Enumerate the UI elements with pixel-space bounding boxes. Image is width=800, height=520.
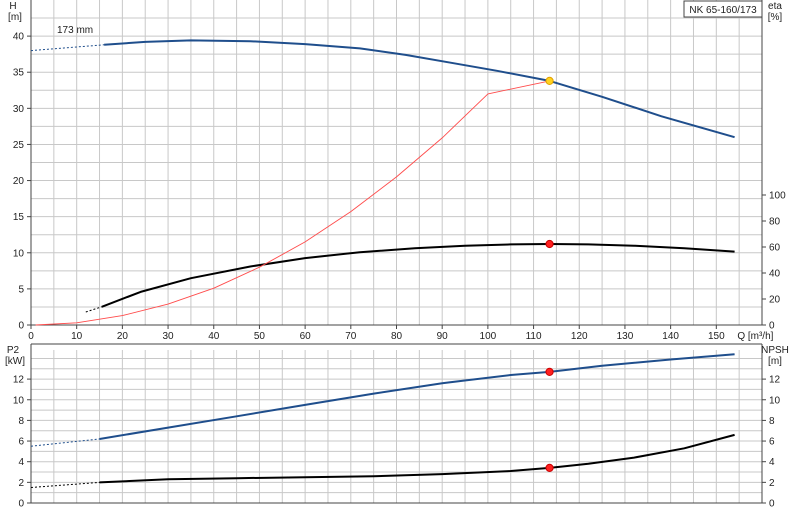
right-axis-unit: [%] (768, 12, 783, 23)
title-box (683, 0, 763, 18)
left-tick-label: 15 (13, 212, 25, 223)
left-tick-label: 10 (13, 395, 25, 406)
right-tick-label: 80 (769, 217, 781, 228)
impeller-diameter-label: 173 mm (57, 25, 93, 36)
x-tick-label: 50 (254, 331, 266, 342)
x-tick-label: 140 (662, 331, 679, 342)
right-tick-label: 12 (769, 375, 781, 386)
left-axis-unit: [kW] (5, 356, 25, 367)
npsh-curve (99, 433, 735, 484)
right-tick-label: 4 (769, 457, 775, 468)
duty-point-marker (545, 463, 554, 472)
x-tick-label: 110 (526, 331, 542, 342)
x-tick-label: 40 (208, 331, 220, 342)
duty-point-marker (545, 76, 554, 85)
right-axis-unit: [m] (768, 356, 782, 367)
power-curve (99, 353, 735, 440)
lower-series (30, 353, 735, 488)
right-tick-label: 10 (769, 395, 781, 406)
right-tick-label: 6 (769, 437, 775, 448)
system-curve-curve (35, 80, 550, 326)
x-tick-label: 30 (163, 331, 175, 342)
left-tick-label: 20 (13, 176, 25, 187)
duty-point-marker (545, 367, 554, 376)
left-tick-label: 35 (13, 68, 25, 79)
right-tick-label: 2 (769, 478, 775, 489)
npsh-extrapolation (30, 481, 100, 488)
right-tick-label: 100 (769, 191, 786, 202)
head-extrapolation (30, 44, 105, 52)
left-axis-title: H (9, 1, 16, 12)
x-tick-label: 10 (71, 331, 83, 342)
right-axis-title: eta (768, 1, 782, 12)
right-axis-title: NPSH (761, 345, 789, 356)
right-tick-label: 60 (769, 243, 781, 254)
x-tick-label: 60 (300, 331, 312, 342)
left-tick-label: 25 (13, 140, 25, 151)
x-tick-label: 70 (345, 331, 357, 342)
upper-plot-frame (27, 0, 766, 329)
right-tick-label: 8 (769, 416, 775, 427)
x-tick-label: 20 (117, 331, 129, 342)
right-tick-label: 0 (769, 321, 775, 332)
left-tick-label: 40 (13, 32, 25, 43)
efficiency-extrapolation (85, 306, 102, 313)
right-tick-label: 20 (769, 295, 781, 306)
chart-title: NK 65-160/173 (689, 5, 757, 16)
x-tick-label: 90 (437, 331, 449, 342)
left-tick-label: 4 (18, 457, 24, 468)
left-tick-label: 2 (18, 478, 24, 489)
x-tick-label: 0 (28, 331, 34, 342)
upper-grid (31, 0, 762, 325)
lower-grid (31, 350, 762, 503)
right-tick-label: 0 (769, 499, 775, 510)
x-axis-label: Q [m³/h] (737, 331, 773, 342)
left-tick-label: 10 (13, 248, 25, 259)
x-tick-label: 130 (617, 331, 634, 342)
left-axis-unit: [m] (8, 12, 22, 23)
left-tick-label: 8 (18, 416, 24, 427)
x-tick-label: 150 (708, 331, 725, 342)
left-axis-title: P2 (7, 345, 20, 356)
x-tick-label: 100 (480, 331, 497, 342)
x-tick-label: 80 (391, 331, 403, 342)
left-tick-label: 30 (13, 104, 25, 115)
duty-point-marker (545, 239, 554, 249)
efficiency-curve (101, 243, 735, 308)
left-tick-label: 0 (18, 499, 24, 510)
upper-series (30, 39, 735, 326)
right-tick-label: 40 (769, 269, 781, 280)
left-tick-label: 5 (18, 284, 24, 295)
left-tick-label: 6 (18, 437, 24, 448)
x-tick-label: 120 (571, 331, 588, 342)
left-tick-label: 12 (13, 375, 25, 386)
power-extrapolation (30, 438, 100, 447)
head-curve (104, 39, 735, 139)
lower-plot-frame (27, 343, 766, 504)
left-tick-label: 0 (18, 321, 24, 332)
